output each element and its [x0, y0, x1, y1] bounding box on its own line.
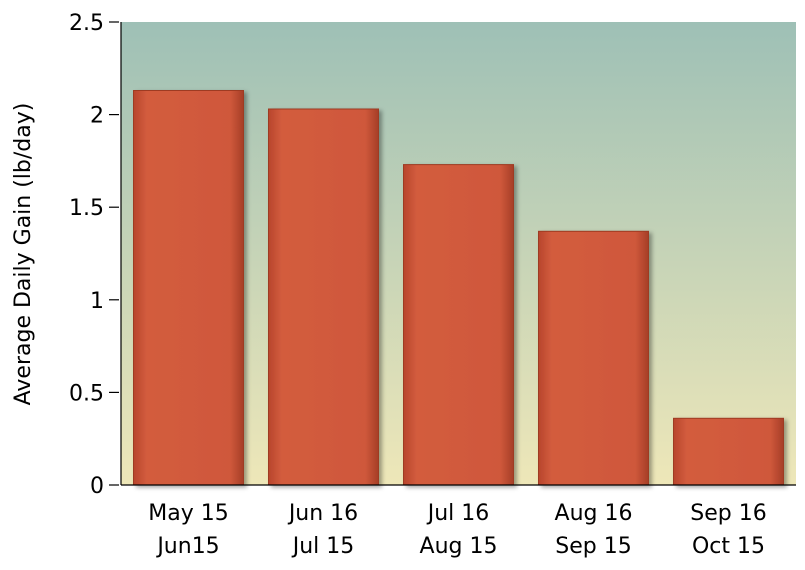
y-tick-label: 0.5	[69, 381, 104, 406]
x-tick-label: Sep 15	[555, 534, 631, 559]
x-tick-label: Aug 15	[420, 534, 498, 559]
x-tick-label: Aug 16	[555, 501, 633, 526]
y-axis-ticks: 0 0.5 1 1.5 2 2.5	[69, 11, 119, 499]
x-axis-ticks: May 15 Jun15 Jun 16 Jul 15 Jul 16 Aug 15 Aug 1…	[148, 501, 766, 559]
x-tick-label: Oct 15	[692, 534, 765, 559]
y-tick-label: 0	[90, 474, 104, 499]
bar-4	[673, 417, 784, 486]
x-tick-label: Jun 16	[287, 501, 358, 526]
y-axis-title: Average Daily Gain (lb/day)	[11, 103, 36, 406]
y-tick-label: 2.5	[69, 11, 104, 36]
bar-0	[133, 90, 244, 486]
y-tick-label: 1.5	[69, 196, 104, 221]
y-tick-label: 1	[90, 289, 104, 314]
bars-group	[133, 90, 784, 486]
bar-3	[538, 230, 649, 486]
bar-2	[403, 164, 514, 486]
bar-1	[268, 108, 379, 486]
x-tick-label: Jun15	[155, 534, 219, 559]
y-tick-label: 2	[90, 104, 104, 129]
x-tick-label: Jul 15	[291, 534, 355, 559]
x-tick-label: May 15	[148, 501, 228, 526]
x-tick-label: Sep 16	[690, 501, 766, 526]
x-tick-label: Jul 16	[426, 501, 490, 526]
